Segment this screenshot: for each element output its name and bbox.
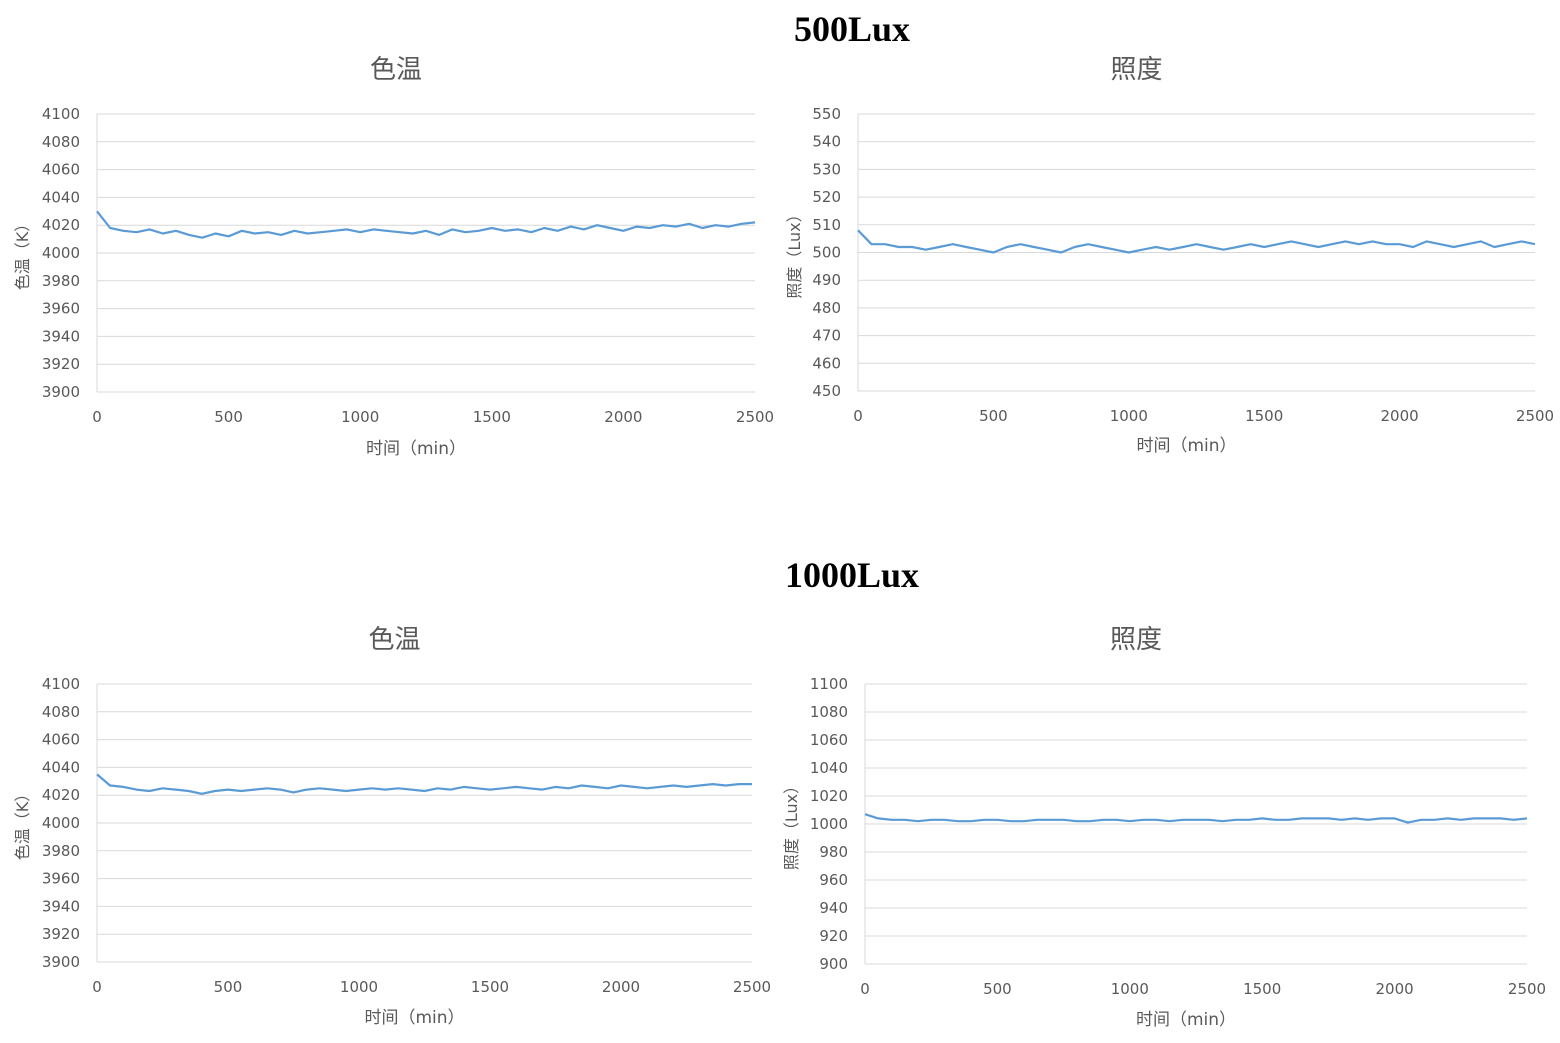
- y-tick-label: 3920: [42, 355, 80, 373]
- x-tick-label: 1500: [473, 408, 511, 426]
- y-tick-label: 4000: [42, 244, 80, 262]
- y-tick-label: 940: [819, 899, 848, 917]
- y-tick-label: 510: [812, 216, 841, 234]
- x-tick-label: 0: [853, 407, 863, 425]
- y-tick-label: 540: [812, 133, 841, 151]
- y-tick-label: 460: [812, 354, 841, 372]
- y-axis-label: 色温（K）: [13, 216, 32, 291]
- y-tick-label: 550: [812, 105, 841, 123]
- y-tick-label: 530: [812, 160, 841, 178]
- x-tick-label: 1000: [341, 408, 379, 426]
- x-axis-label: 时间（min）: [364, 1008, 464, 1028]
- series-line: [96, 773, 752, 795]
- y-axis-label: 色温（K）: [13, 786, 32, 861]
- y-tick-label: 900: [819, 955, 848, 973]
- y-tick-label: 480: [812, 299, 841, 317]
- section-title-500lux: 500Lux: [793, 9, 911, 49]
- chart-2: 3900 3920 3940 3960 3980 4000 4020 4040 4060 4080…: [13, 625, 771, 1028]
- y-tick-label: 1060: [810, 731, 848, 749]
- chart-0: 3900 3920 3940 3960 3980 4000 4020 4040 4060 4080…: [13, 55, 774, 459]
- chart-title: 照度: [1110, 625, 1162, 655]
- chart-1: 450 460 470 480 490 500 510 520 530 540 550 0 500 100…: [785, 55, 1554, 456]
- series-line: [857, 229, 1536, 254]
- y-tick-label: 1040: [810, 759, 848, 777]
- y-tick-label: 3900: [42, 383, 80, 401]
- y-tick-label: 960: [819, 871, 848, 889]
- y-tick-label: 4080: [42, 133, 80, 151]
- series-line: [96, 210, 756, 239]
- y-tick-label: 4020: [42, 786, 80, 804]
- x-tick-label: 2500: [733, 978, 771, 996]
- y-tick-label: 4100: [42, 105, 80, 123]
- y-tick-label: 520: [812, 188, 841, 206]
- y-tick-label: 470: [812, 327, 841, 345]
- y-tick-label: 1100: [810, 675, 848, 693]
- y-tick-label: 980: [819, 843, 848, 861]
- x-tick-label: 1500: [1245, 407, 1283, 425]
- y-tick-label: 4040: [42, 758, 80, 776]
- x-tick-label: 2000: [1381, 407, 1419, 425]
- x-tick-label: 2000: [604, 408, 642, 426]
- y-tick-label: 4100: [42, 675, 80, 693]
- y-tick-label: 4060: [42, 161, 80, 179]
- y-tick-label: 4040: [42, 188, 80, 206]
- y-tick-label: 4080: [42, 703, 80, 721]
- y-axis-label: 照度（Lux）: [785, 206, 804, 298]
- x-tick-label: 0: [92, 978, 102, 996]
- x-tick-label: 0: [860, 980, 870, 998]
- chart-3: 900 920 940 960 980 1000 1020 1040 1060 1080 1100 0…: [782, 625, 1546, 1030]
- y-tick-label: 500: [812, 244, 841, 262]
- y-tick-label: 450: [812, 382, 841, 400]
- chart-title: 色温: [368, 625, 420, 655]
- x-tick-label: 2000: [1376, 980, 1414, 998]
- y-tick-label: 1080: [810, 703, 848, 721]
- series-line: [864, 813, 1528, 824]
- y-tick-label: 490: [812, 271, 841, 289]
- chart-title: 照度: [1110, 55, 1162, 85]
- y-tick-label: 3940: [42, 327, 80, 345]
- y-tick-label: 1000: [810, 815, 848, 833]
- x-tick-label: 2500: [1508, 980, 1546, 998]
- y-tick-label: 3900: [42, 953, 80, 971]
- x-tick-label: 1000: [1110, 407, 1148, 425]
- x-tick-label: 2500: [736, 408, 774, 426]
- x-tick-label: 500: [214, 978, 243, 996]
- x-tick-label: 2500: [1516, 407, 1554, 425]
- y-tick-label: 920: [819, 927, 848, 945]
- y-tick-label: 3960: [42, 870, 80, 888]
- y-tick-label: 4060: [42, 731, 80, 749]
- y-tick-label: 3980: [42, 842, 80, 860]
- y-tick-label: 3980: [42, 272, 80, 290]
- y-tick-label: 1020: [810, 787, 848, 805]
- y-axis-label: 照度（Lux）: [782, 778, 801, 870]
- x-axis-label: 时间（min）: [366, 439, 466, 459]
- x-tick-label: 500: [979, 407, 1008, 425]
- x-tick-label: 2000: [602, 978, 640, 996]
- x-axis-label: 时间（min）: [1136, 1010, 1236, 1030]
- section-title-1000lux: 1000Lux: [784, 555, 920, 595]
- y-tick-label: 4020: [42, 216, 80, 234]
- y-tick-label: 3940: [42, 897, 80, 915]
- y-tick-label: 3920: [42, 925, 80, 943]
- y-tick-label: 3960: [42, 300, 80, 318]
- x-tick-label: 1500: [471, 978, 509, 996]
- x-tick-label: 1500: [1243, 980, 1281, 998]
- x-tick-label: 0: [92, 408, 102, 426]
- y-tick-label: 4000: [42, 814, 80, 832]
- chart-title: 色温: [370, 55, 422, 85]
- x-tick-label: 1000: [340, 978, 378, 996]
- x-tick-label: 500: [214, 408, 243, 426]
- x-tick-label: 1000: [1111, 980, 1149, 998]
- x-tick-label: 500: [983, 980, 1012, 998]
- x-axis-label: 时间（min）: [1136, 436, 1236, 456]
